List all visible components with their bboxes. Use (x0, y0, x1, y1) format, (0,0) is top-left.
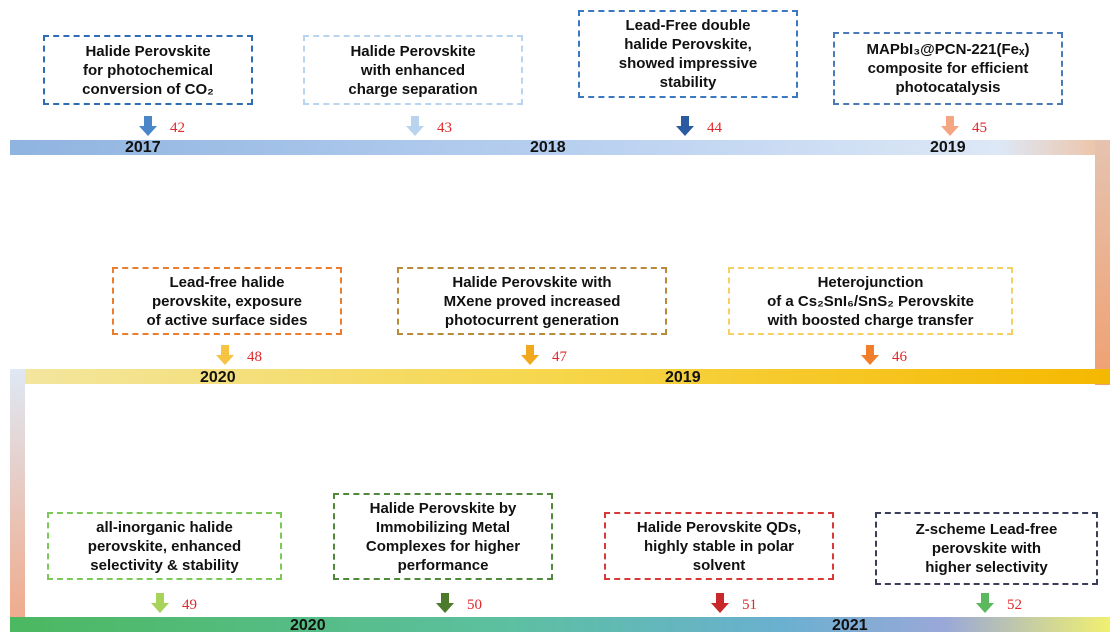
box-text: perovskite, enhanced (87, 537, 242, 555)
box-text: composite for efficient (867, 60, 1029, 77)
arrow (406, 116, 424, 136)
box-text: perovskite, exposure (151, 292, 303, 310)
reference-number: 49 (182, 597, 197, 613)
milestone-box: Lead-free halide perovskite, exposure of a… (112, 267, 342, 335)
arrow-shape (406, 116, 424, 136)
milestone-box: Halide Perovskite with enhanced charge sep… (303, 35, 523, 105)
reference-number: 50 (467, 597, 482, 613)
arrow (676, 116, 694, 136)
milestone-box: Heterojunction of a Cs₂SnI₆/SnS₂ Perovski… (728, 267, 1013, 335)
milestone-box: all-inorganic halide perovskite, enhanced… (47, 512, 282, 580)
milestone-box: Lead-Free double halide Perovskite, showed… (578, 10, 798, 98)
year-label: 2020 (290, 617, 326, 634)
box-text: MXene proved increased (443, 292, 621, 310)
box-text: selectivity & stability (90, 556, 239, 574)
box-text: Complexes for higher (365, 537, 521, 555)
box-text: highly stable in polar (643, 537, 795, 555)
box-text: Halide Perovskite by (369, 499, 517, 517)
milestone-box: Halide Perovskite by Immobilizing Metal Co… (333, 493, 553, 580)
box-text: MAPbI₃@PCN-221(Feₓ) (866, 41, 1030, 58)
year-label: 2017 (125, 139, 161, 156)
arrow-shape (436, 593, 454, 613)
box-text: for photochemical (82, 61, 213, 79)
reference-number: 43 (437, 120, 452, 136)
bar (10, 369, 1110, 384)
year-label: 2021 (832, 617, 868, 634)
box-text: with boosted charge transfer (767, 311, 974, 329)
arrow-shape (216, 345, 234, 365)
box-text: with enhanced (360, 61, 466, 79)
arrow (216, 345, 234, 365)
reference-number: 44 (707, 120, 722, 136)
box-text: Halide Perovskite (350, 42, 476, 60)
milestone-box: MAPbI₃@PCN-221(Feₓ) composite for efficie… (833, 32, 1063, 105)
reference-number: 45 (972, 120, 987, 136)
box-text: Halide Perovskite (85, 42, 211, 60)
box-text: Lead-Free double (625, 17, 751, 34)
milestone-box: Halide Perovskite with MXene proved incre… (397, 267, 667, 335)
arrow-shape (941, 116, 959, 136)
arrow-shape (861, 345, 879, 365)
box-text: solvent (692, 556, 746, 574)
arrow-shape (976, 593, 994, 613)
arrow (711, 593, 729, 613)
arrow (976, 593, 994, 613)
arrow-shape (139, 116, 157, 136)
box-text: perovskite with (931, 540, 1042, 557)
bar (10, 140, 1110, 155)
milestone-box: Halide Perovskite for photochemical conver… (43, 35, 253, 105)
arrow-shape (151, 593, 169, 613)
reference-number: 47 (552, 349, 567, 365)
milestone-box: Z-scheme Lead-free perovskite with higher … (875, 512, 1098, 585)
box-text: Halide Perovskite with (452, 273, 612, 291)
arrow (151, 593, 169, 613)
box-text: conversion of CO₂ (82, 80, 214, 98)
year-label: 2018 (530, 139, 566, 156)
box-text: Immobilizing Metal (375, 518, 511, 536)
box-text: photocatalysis (895, 79, 1001, 96)
box-text: all-inorganic halide (96, 518, 233, 536)
box-text: halide Perovskite, (624, 36, 752, 53)
reference-number: 42 (170, 120, 185, 136)
bar (10, 617, 1110, 632)
milestone-box: Halide Perovskite QDs, highly stable in p… (604, 512, 834, 580)
box-text: photocurrent generation (444, 311, 620, 329)
reference-number: 51 (742, 597, 757, 613)
box-text: of a Cs₂SnI₆/SnS₂ Perovskite (767, 292, 974, 310)
reference-number: 52 (1007, 597, 1022, 613)
connector (10, 369, 25, 631)
box-text: charge separation (348, 80, 478, 98)
year-label: 2019 (930, 139, 966, 156)
arrow-shape (676, 116, 694, 136)
reference-number: 46 (892, 349, 907, 365)
box-text: showed impressive (618, 55, 758, 72)
reference-number: 48 (247, 349, 262, 365)
year-label: 2020 (200, 369, 236, 386)
arrow (139, 116, 157, 136)
box-text: of active surface sides (146, 311, 308, 329)
box-text: stability (659, 74, 717, 91)
arrow (861, 345, 879, 365)
arrow (436, 593, 454, 613)
arrow-shape (711, 593, 729, 613)
box-text: higher selectivity (925, 559, 1048, 576)
box-text: Heterojunction (817, 273, 924, 291)
year-label: 2019 (665, 369, 701, 386)
box-text: performance (397, 556, 489, 574)
arrow-shape (521, 345, 539, 365)
box-text: Halide Perovskite QDs, (636, 518, 802, 536)
box-text: Lead-free halide (169, 273, 285, 291)
connector (1095, 140, 1110, 385)
arrow (521, 345, 539, 365)
arrow (941, 116, 959, 136)
box-text: Z-scheme Lead-free (915, 521, 1058, 538)
